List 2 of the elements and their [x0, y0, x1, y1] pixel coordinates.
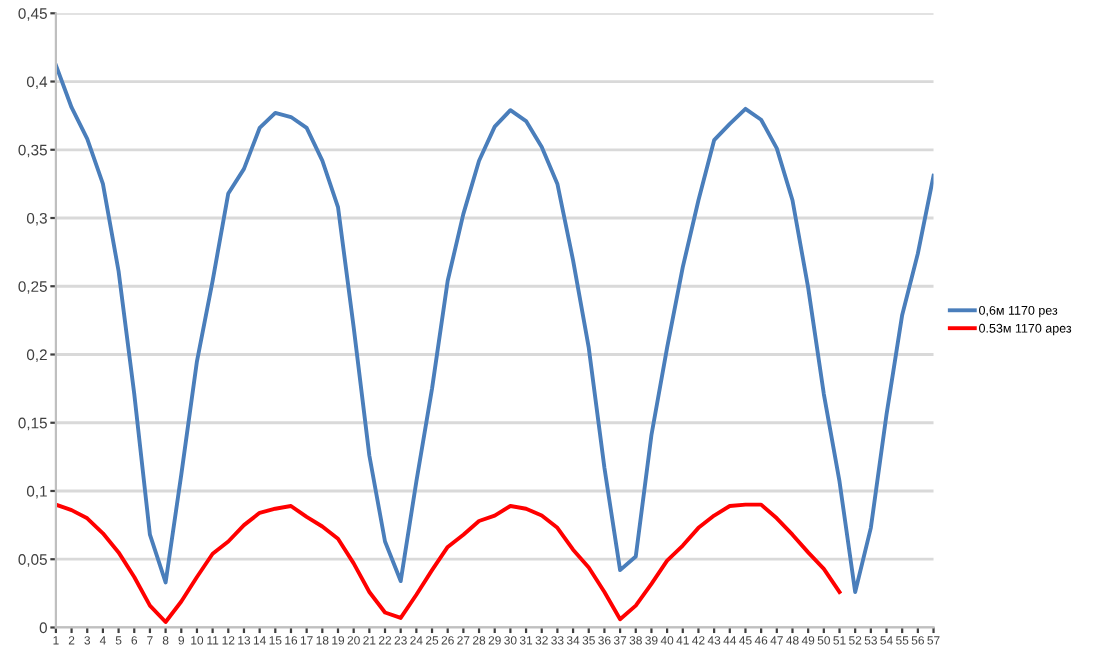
- line-series: [55, 63, 934, 594]
- line-series: [55, 502, 842, 624]
